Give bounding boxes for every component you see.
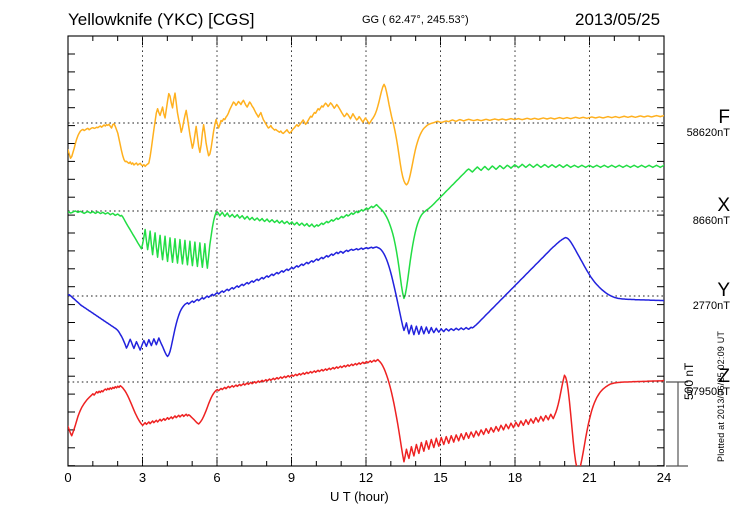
- component-baseline-f: 58620nT: [686, 127, 730, 139]
- component-baseline-z: 57950nT: [686, 386, 730, 398]
- x-tick-label: 6: [213, 470, 221, 485]
- x-tick-label: 21: [582, 470, 597, 485]
- component-name-f: F: [718, 107, 730, 128]
- x-tick-label: 0: [64, 470, 72, 485]
- x-tick-label: 15: [433, 470, 448, 485]
- component-label-f: F 58620nT: [658, 108, 730, 140]
- x-axis-title: U T (hour): [330, 489, 389, 504]
- x-tick-label: 24: [656, 470, 672, 485]
- component-name-z: Z: [718, 366, 730, 387]
- component-baseline-x: 8660nT: [692, 215, 730, 227]
- component-name-y: Y: [717, 280, 730, 301]
- x-tick-label: 18: [507, 470, 523, 485]
- x-tick-label: 9: [287, 470, 296, 485]
- component-name-x: X: [717, 195, 730, 216]
- observation-date: 2013/05/25: [575, 10, 661, 29]
- scale-bar-label: 500 nT: [682, 362, 696, 400]
- geographic-coordinates: GG ( 62.47°, 245.53°): [362, 14, 469, 26]
- page-title: Yellowknife (YKC) [CGS]: [68, 10, 255, 29]
- component-label-y: Y 2770nT: [658, 281, 730, 313]
- component-label-x: X 8660nT: [658, 196, 730, 228]
- component-label-z: Z 57950nT: [658, 367, 730, 399]
- component-baseline-y: 2770nT: [692, 300, 730, 312]
- x-tick-label: 3: [138, 470, 147, 485]
- x-tick-label: 12: [358, 470, 374, 485]
- plotted-timestamp: Plotted at 2013/06/25 02:09 UT: [716, 330, 726, 462]
